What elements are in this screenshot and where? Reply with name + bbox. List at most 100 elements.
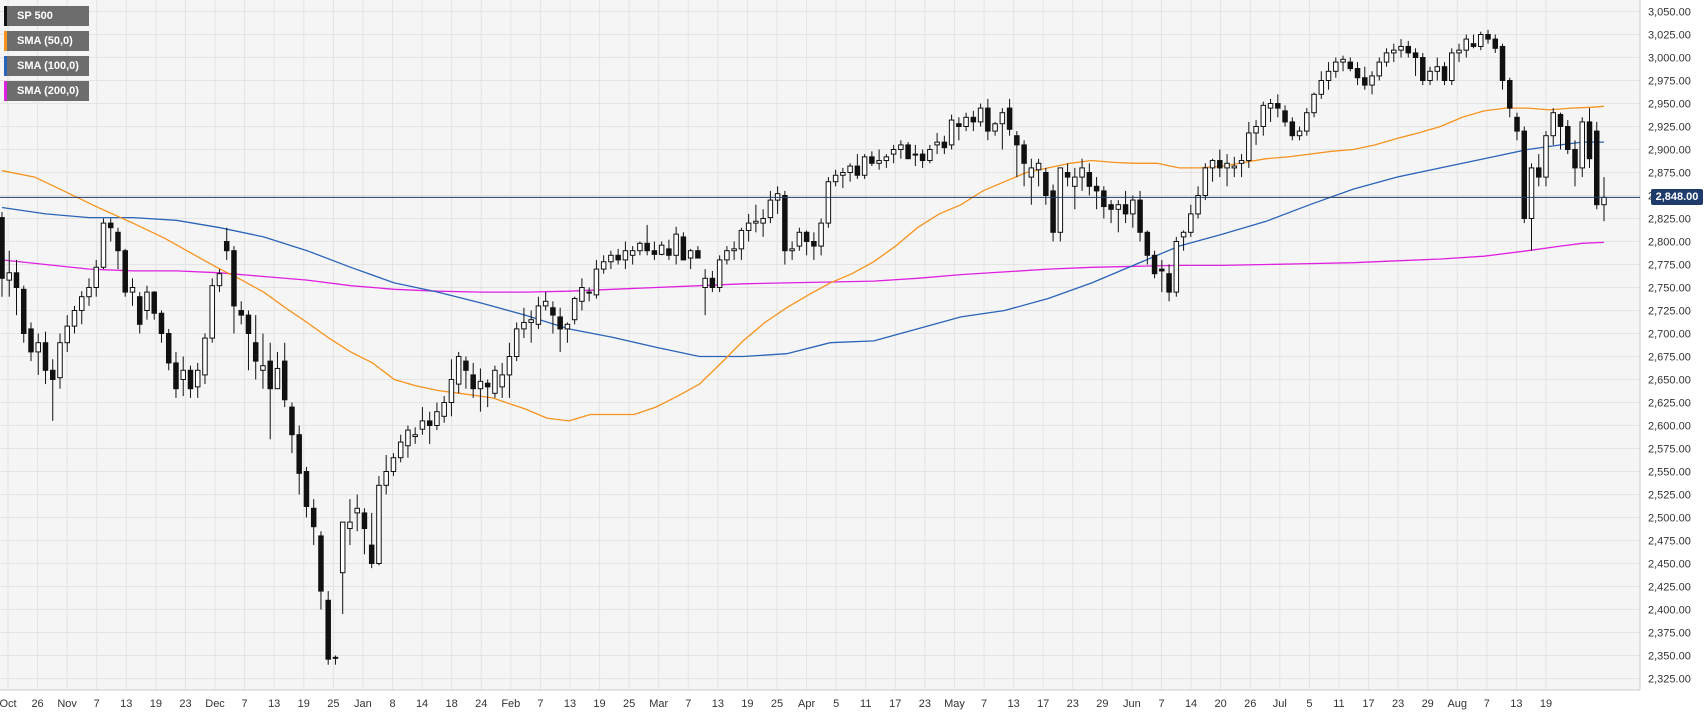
candle <box>1579 117 1586 178</box>
candle <box>136 292 143 334</box>
x-axis-labels: Oct 26 Nov 7 13 19 23 Dec 7 13 19 25 Jan 8 14 18 24 Feb 7 1… <box>0 698 1552 710</box>
x-tick-label: 7 <box>94 698 100 710</box>
candle <box>165 328 172 371</box>
candle <box>1115 200 1122 233</box>
candle <box>100 218 107 270</box>
candle <box>644 224 650 256</box>
legend-label: SP 500 <box>17 10 53 22</box>
candle <box>579 278 585 311</box>
y-tick-label: 2,800.00 <box>1648 237 1691 249</box>
candle <box>977 103 984 127</box>
candle <box>339 521 346 615</box>
candle <box>1586 108 1593 168</box>
candle <box>1202 163 1209 201</box>
candle <box>818 218 824 256</box>
candle <box>608 250 614 270</box>
candle <box>956 117 962 141</box>
candle <box>1122 190 1129 224</box>
candle <box>1340 55 1346 72</box>
x-tick-label: 25 <box>623 698 635 710</box>
candle <box>934 132 940 155</box>
x-tick-label: 7 <box>685 698 691 710</box>
candle <box>1238 154 1245 178</box>
candle <box>1318 71 1325 99</box>
candle <box>622 241 629 270</box>
legend-sp500[interactable]: SP 500 <box>4 6 89 26</box>
y-tick-label: 2,325.00 <box>1648 674 1691 686</box>
moving-average-lines <box>1 105 1605 422</box>
x-tick-label: 7 <box>242 698 248 710</box>
candle <box>1449 48 1455 86</box>
candle <box>651 241 658 260</box>
candlesticks <box>0 29 1607 665</box>
x-tick-label: 5 <box>833 698 839 710</box>
x-tick-label: 8 <box>389 698 395 710</box>
candle <box>187 365 194 398</box>
y-tick-label: 2,475.00 <box>1648 536 1691 548</box>
candle <box>861 154 868 179</box>
candle <box>20 285 27 343</box>
x-tick-label: 13 <box>1510 698 1522 710</box>
candle <box>448 359 455 417</box>
candle <box>1369 71 1375 95</box>
candle <box>245 310 252 371</box>
series-color-swatch <box>4 81 7 101</box>
candle <box>883 154 890 168</box>
candle <box>144 285 150 320</box>
candle <box>1333 57 1339 78</box>
candle <box>832 169 839 187</box>
x-tick-label: 25 <box>327 698 339 710</box>
candle <box>71 305 78 334</box>
candle <box>1093 177 1100 210</box>
sma100-line <box>1 141 1604 358</box>
candle <box>1289 117 1296 141</box>
candle <box>6 250 12 297</box>
candle <box>796 227 803 251</box>
candle <box>347 499 353 546</box>
legend-sma100[interactable]: SMA (100,0) <box>4 56 89 76</box>
x-tick-label: Jun <box>1123 698 1141 710</box>
candle <box>354 494 360 532</box>
x-tick-label: Feb <box>501 698 520 710</box>
x-tick-label: 11 <box>1333 698 1344 710</box>
candle <box>289 402 295 454</box>
candle <box>521 307 527 339</box>
candle <box>513 322 520 362</box>
candle <box>716 255 723 293</box>
candle <box>1130 195 1136 228</box>
candle <box>1151 250 1158 279</box>
candle <box>941 135 948 155</box>
candle <box>1492 34 1499 53</box>
candle <box>745 213 752 242</box>
candle <box>1021 140 1027 187</box>
candle <box>1282 105 1288 127</box>
candle <box>35 333 41 375</box>
candle <box>310 499 317 546</box>
legend-sma50[interactable]: SMA (50,0) <box>4 31 89 51</box>
candle <box>397 434 404 463</box>
candle <box>1209 158 1216 182</box>
candle <box>1478 31 1484 51</box>
candle <box>1144 230 1151 265</box>
candle <box>1043 167 1049 205</box>
y-tick-label: 2,875.00 <box>1648 168 1691 180</box>
candle <box>876 149 882 170</box>
x-tick-label: 29 <box>1096 698 1108 710</box>
legend-sma200[interactable]: SMA (200,0) <box>4 81 89 101</box>
x-tick-label: 19 <box>741 698 753 710</box>
candle <box>550 301 556 334</box>
y-tick-label: 3,000.00 <box>1648 53 1691 65</box>
candle <box>927 144 933 164</box>
candle <box>571 296 578 325</box>
candle <box>1456 43 1462 63</box>
x-tick-label: Dec <box>205 698 225 710</box>
y-tick-label: 2,625.00 <box>1648 398 1691 410</box>
y-tick-label: 2,575.00 <box>1648 444 1691 456</box>
x-tick-label: Nov <box>57 698 77 710</box>
x-tick-label: May <box>944 698 965 710</box>
candle <box>782 190 788 265</box>
x-tick-label: 14 <box>416 698 428 710</box>
y-tick-label: 2,750.00 <box>1648 283 1691 295</box>
candle <box>803 230 810 256</box>
